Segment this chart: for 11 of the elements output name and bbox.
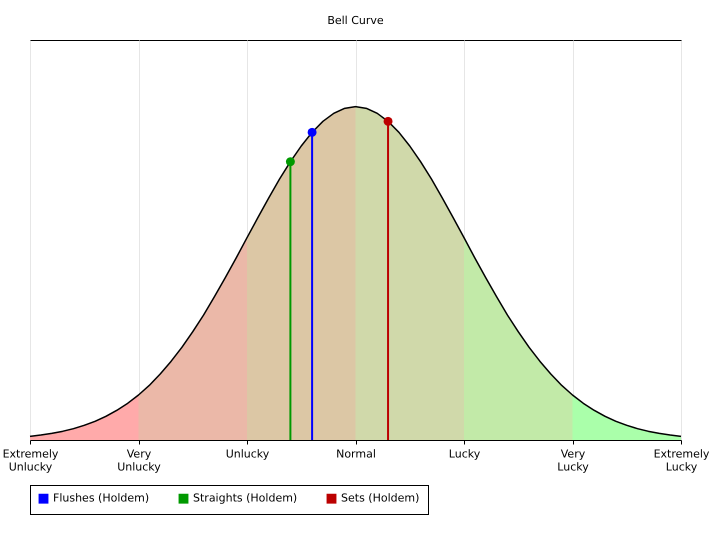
legend-label: Straights (Holdem) bbox=[193, 492, 298, 505]
x-tick-label: Very Lucky bbox=[557, 448, 590, 474]
x-tick-label: Normal bbox=[336, 448, 376, 460]
x-tick-label: Very Unlucky bbox=[117, 448, 162, 474]
legend-label: Sets (Holdem) bbox=[341, 492, 420, 505]
chart-title: Bell Curve bbox=[327, 14, 384, 27]
x-tick-label: Extremely Lucky bbox=[654, 448, 710, 474]
x-tick-label: Lucky bbox=[448, 448, 481, 460]
x-tick-label: Extremely Unlucky bbox=[2, 448, 59, 474]
legend-label: Flushes (Holdem) bbox=[53, 492, 150, 505]
x-tick-label: Unlucky bbox=[226, 448, 270, 460]
